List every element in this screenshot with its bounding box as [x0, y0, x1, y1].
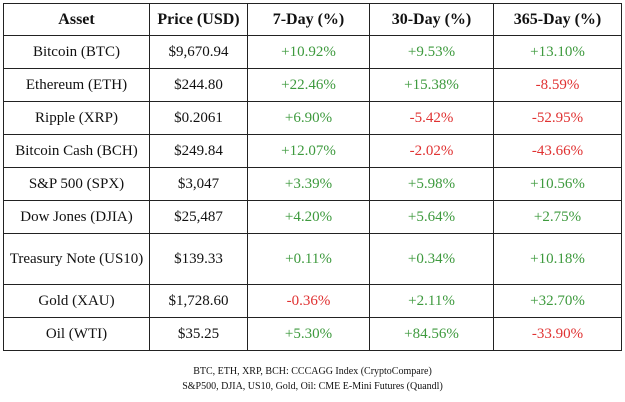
price-cell: $0.2061 [149, 101, 248, 135]
asset-cell: Ethereum (ETH) [3, 68, 150, 102]
change-365-day-cell: +2.75% [493, 200, 622, 234]
change-30-day-cell: +5.64% [369, 200, 494, 234]
change-365-day-cell: +10.56% [493, 167, 622, 201]
change-7-day-cell: +4.20% [247, 200, 370, 234]
table-row: Treasury Note (US10) $139.33 +0.11% +0.3… [3, 233, 622, 285]
change-7-day-cell: +6.90% [247, 101, 370, 135]
change-7-day-cell: +3.39% [247, 167, 370, 201]
change-365-day-cell: +13.10% [493, 35, 622, 69]
change-7-day-cell: +22.46% [247, 68, 370, 102]
change-30-day-cell: +15.38% [369, 68, 494, 102]
change-7-day-cell: +10.92% [247, 35, 370, 69]
price-cell: $249.84 [149, 134, 248, 168]
asset-cell: Bitcoin Cash (BCH) [3, 134, 150, 168]
header-365-day: 365-Day (%) [493, 3, 622, 36]
change-365-day-cell: +32.70% [493, 284, 622, 318]
change-30-day-cell: +2.11% [369, 284, 494, 318]
change-7-day-cell: +0.11% [247, 233, 370, 285]
price-cell: $35.25 [149, 317, 248, 351]
asset-performance-table: Asset Price (USD) 7-Day (%) 30-Day (%) 3… [3, 3, 622, 351]
price-cell: $139.33 [149, 233, 248, 285]
change-7-day-cell: +5.30% [247, 317, 370, 351]
table-row: Ripple (XRP) $0.2061 +6.90% -5.42% -52.9… [3, 101, 622, 135]
price-cell: $1,728.60 [149, 284, 248, 318]
source-note-traditional: S&P500, DJIA, US10, Gold, Oil: CME E-Min… [182, 381, 443, 392]
table-row: Oil (WTI) $35.25 +5.30% +84.56% -33.90% [3, 317, 622, 351]
change-30-day-cell: +9.53% [369, 35, 494, 69]
table-row: Dow Jones (DJIA) $25,487 +4.20% +5.64% +… [3, 200, 622, 234]
change-365-day-cell: +10.18% [493, 233, 622, 285]
price-cell: $3,047 [149, 167, 248, 201]
source-note-crypto: BTC, ETH, XRP, BCH: CCCAGG Index (Crypto… [193, 366, 432, 377]
asset-cell: Oil (WTI) [3, 317, 150, 351]
asset-cell: Dow Jones (DJIA) [3, 200, 150, 234]
change-7-day-cell: -0.36% [247, 284, 370, 318]
table-row: Gold (XAU) $1,728.60 -0.36% +2.11% +32.7… [3, 284, 622, 318]
asset-cell: Ripple (XRP) [3, 101, 150, 135]
change-30-day-cell: +0.34% [369, 233, 494, 285]
asset-cell: Gold (XAU) [3, 284, 150, 318]
change-365-day-cell: -33.90% [493, 317, 622, 351]
header-price: Price (USD) [149, 3, 248, 36]
change-30-day-cell: +5.98% [369, 167, 494, 201]
change-365-day-cell: -52.95% [493, 101, 622, 135]
change-7-day-cell: +12.07% [247, 134, 370, 168]
asset-cell: Bitcoin (BTC) [3, 35, 150, 69]
price-cell: $25,487 [149, 200, 248, 234]
table-row: S&P 500 (SPX) $3,047 +3.39% +5.98% +10.5… [3, 167, 622, 201]
table-row: Ethereum (ETH) $244.80 +22.46% +15.38% -… [3, 68, 622, 102]
table-row: Bitcoin (BTC) $9,670.94 +10.92% +9.53% +… [3, 35, 622, 69]
change-365-day-cell: -8.59% [493, 68, 622, 102]
change-30-day-cell: -5.42% [369, 101, 494, 135]
change-30-day-cell: +84.56% [369, 317, 494, 351]
change-365-day-cell: -43.66% [493, 134, 622, 168]
asset-cell: S&P 500 (SPX) [3, 167, 150, 201]
table-header-row: Asset Price (USD) 7-Day (%) 30-Day (%) 3… [3, 3, 622, 36]
header-asset: Asset [3, 3, 150, 36]
price-cell: $9,670.94 [149, 35, 248, 69]
asset-cell: Treasury Note (US10) [3, 233, 150, 285]
change-30-day-cell: -2.02% [369, 134, 494, 168]
header-7-day: 7-Day (%) [247, 3, 370, 36]
header-30-day: 30-Day (%) [369, 3, 494, 36]
table-row: Bitcoin Cash (BCH) $249.84 +12.07% -2.02… [3, 134, 622, 168]
price-cell: $244.80 [149, 68, 248, 102]
